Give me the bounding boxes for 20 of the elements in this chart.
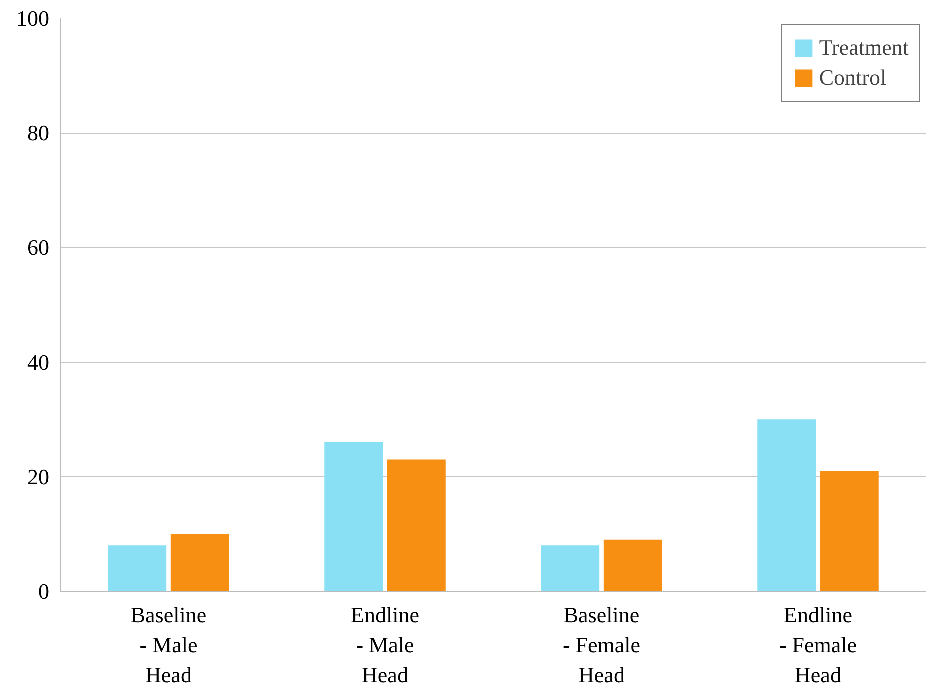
bar — [324, 442, 384, 592]
y-tick-label: 0 — [38, 579, 50, 604]
bar — [108, 546, 167, 592]
y-tick-label: 60 — [28, 235, 50, 260]
y-tick-label: 100 — [16, 6, 50, 31]
bar — [604, 540, 662, 592]
x-tick-label: Baseline - Male Head — [130, 602, 207, 688]
y-tick-label: 20 — [28, 464, 50, 490]
bar — [387, 460, 446, 592]
x-tick-label: Endline - Male Head — [351, 602, 420, 688]
legend-label: Control — [819, 65, 887, 91]
bar — [820, 471, 879, 592]
legend-label: Treatment — [819, 35, 909, 61]
x-tick-label: Baseline - Female Head — [562, 602, 641, 688]
x-tick-label: Endline - Female Head — [779, 602, 858, 688]
y-tick-label: 80 — [28, 120, 50, 146]
y-tick-label: 40 — [28, 350, 50, 375]
bar — [170, 534, 230, 592]
bar — [541, 546, 600, 592]
bar — [758, 420, 816, 592]
